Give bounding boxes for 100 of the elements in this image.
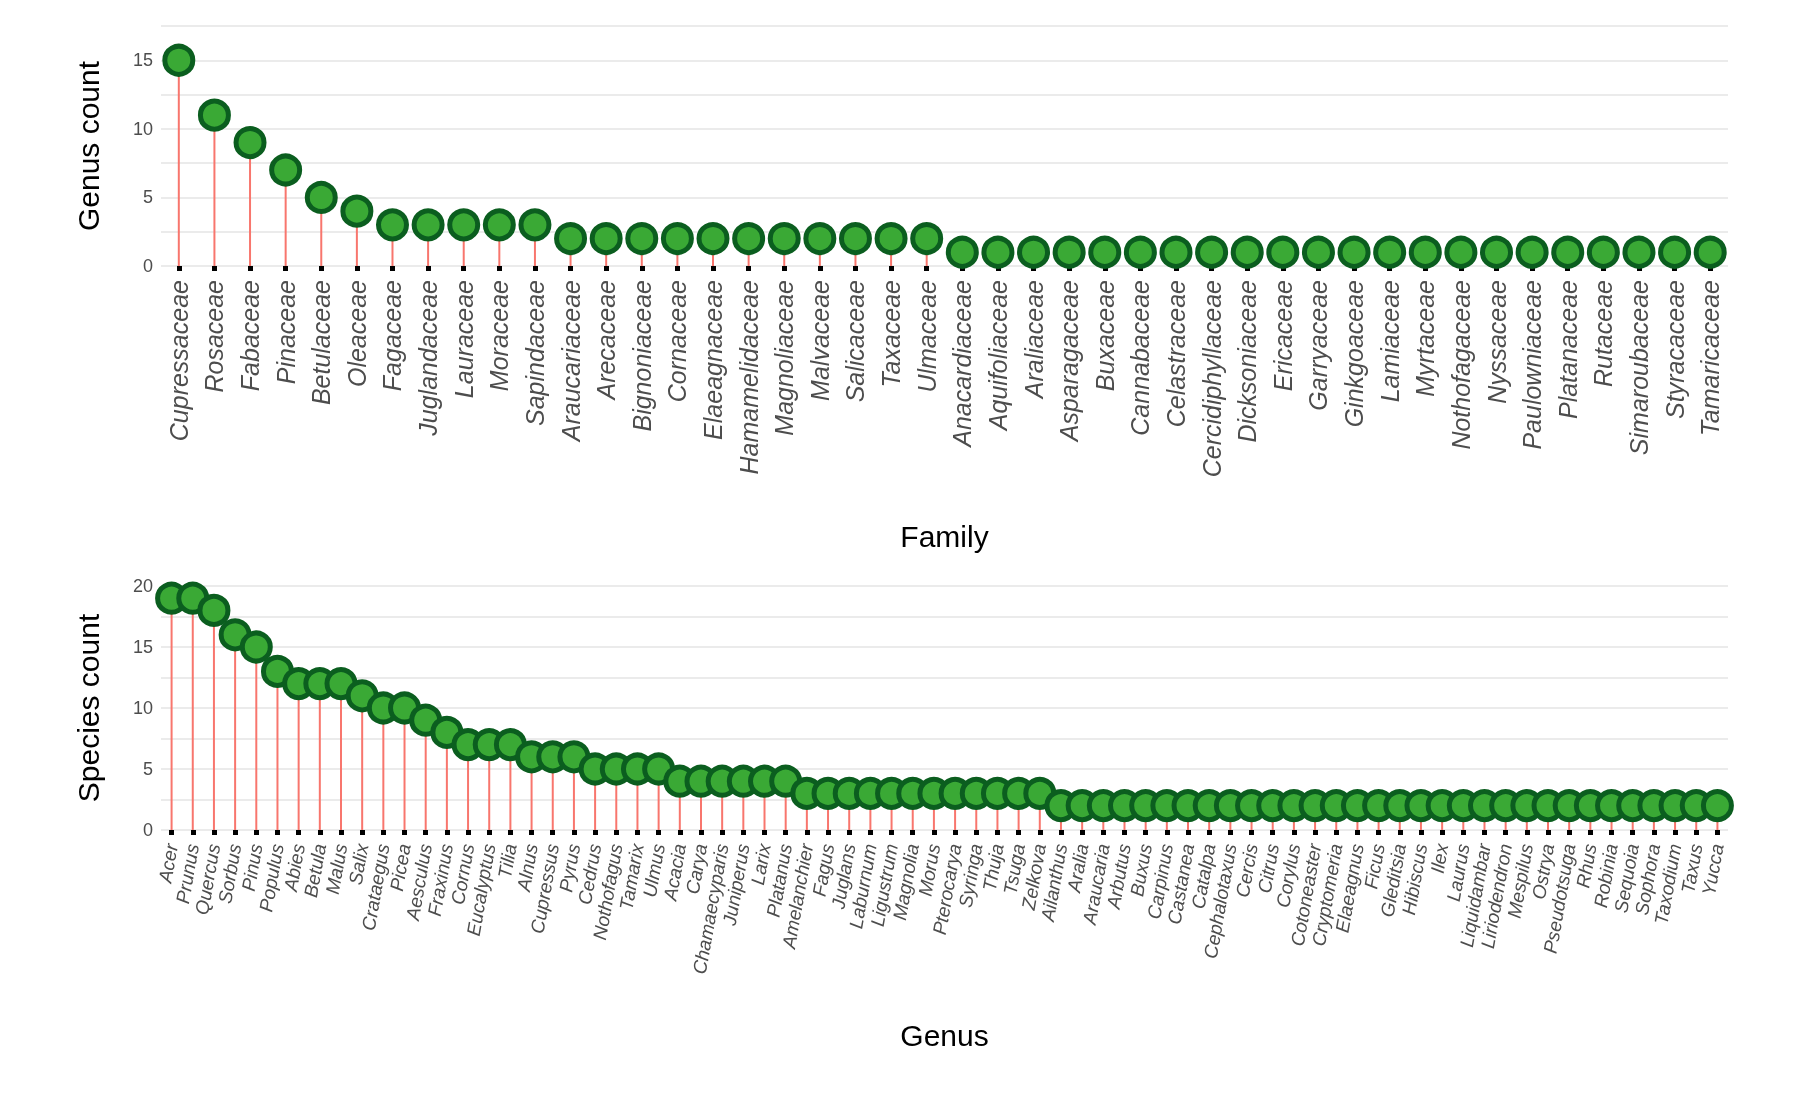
point — [1159, 235, 1193, 269]
point — [910, 222, 944, 256]
x-tick-label: Pinaceae — [271, 280, 300, 385]
y-tick-label: 15 — [132, 50, 153, 71]
point — [589, 222, 623, 256]
x-axis-title: Genus — [900, 1018, 989, 1052]
x-tick-label: Ginkgoaceae — [1340, 280, 1369, 428]
point — [1088, 235, 1122, 269]
x-tick-label: Anacardiaceae — [948, 280, 977, 449]
point — [1586, 235, 1620, 269]
point — [874, 222, 908, 256]
point — [1123, 235, 1157, 269]
point — [1337, 235, 1371, 269]
x-tick-label: Ericaceae — [1268, 280, 1297, 392]
x-tick-label: Tamaricaceae — [1696, 280, 1725, 437]
point — [945, 235, 979, 269]
x-tick-label: Rosaceae — [200, 280, 229, 393]
x-tick-label: Araliaceae — [1019, 280, 1048, 401]
point — [838, 222, 872, 256]
point — [1230, 235, 1264, 269]
point — [1408, 235, 1442, 269]
y-tick-label: 0 — [142, 256, 153, 276]
y-tick-label: 20 — [132, 576, 153, 596]
point — [1658, 235, 1692, 269]
x-tick-label: Lauraceae — [449, 280, 478, 399]
point — [1052, 235, 1086, 269]
x-tick-label: Fabaceae — [236, 280, 265, 392]
x-tick-label: Styracaceae — [1660, 280, 1689, 419]
point — [1551, 235, 1585, 269]
point — [340, 194, 374, 228]
x-tick-label: Cercidiphyllaceae — [1197, 280, 1226, 478]
point — [696, 222, 730, 256]
point — [1444, 235, 1478, 269]
y-tick-label: 0 — [142, 820, 153, 840]
y-tick-label: 15 — [132, 637, 153, 657]
x-tick-label: Garryaceae — [1304, 280, 1333, 411]
x-tick-label: Salicaceae — [841, 280, 870, 403]
x-tick-label: Cannabaceae — [1126, 280, 1155, 436]
x-tick-label: Cupressaceae — [164, 280, 193, 442]
x-tick-label: Magnoliaceae — [770, 280, 799, 436]
point — [1373, 235, 1407, 269]
x-tick-label: Asparagaceae — [1055, 280, 1084, 444]
y-axis-title: Species count — [71, 613, 105, 803]
x-tick-label: Acer — [154, 841, 183, 886]
point — [518, 208, 552, 242]
point — [1515, 235, 1549, 269]
point — [803, 222, 837, 256]
x-tick-label: Rutaceae — [1589, 280, 1618, 388]
point — [1480, 235, 1514, 269]
x-tick-label: Taxaceae — [877, 280, 906, 388]
x-tick-label: Oleaceae — [342, 280, 371, 388]
point — [981, 235, 1015, 269]
x-axis-title: Family — [900, 519, 989, 553]
point — [376, 208, 409, 242]
x-tick-label: Dicksoniaceae — [1233, 280, 1262, 443]
point — [233, 126, 267, 160]
y-tick-label: 5 — [142, 759, 153, 779]
x-tick-label: Araucariaceae — [556, 280, 585, 444]
point — [1195, 235, 1229, 269]
x-tick-label: Fagaceae — [378, 280, 407, 392]
point — [625, 222, 659, 256]
x-tick-label: Lamiaceae — [1375, 280, 1404, 403]
x-tick-label: Nothofagaceae — [1446, 280, 1475, 450]
point — [1017, 235, 1051, 269]
x-tick-label: Juglandaceae — [414, 280, 443, 437]
x-tick-label: Buxaceae — [1090, 280, 1119, 392]
x-tick-label: Nyssaceae — [1482, 280, 1511, 404]
point — [197, 98, 231, 132]
point — [1622, 235, 1656, 269]
x-tick-label: Simaroubaceae — [1624, 280, 1653, 456]
point — [732, 222, 766, 256]
x-tick-label: Elaeagnaceae — [699, 280, 728, 440]
point — [1693, 235, 1727, 269]
point — [482, 208, 516, 242]
point — [554, 222, 588, 256]
x-tick-label: Aquifoliaceae — [983, 280, 1012, 433]
x-tick-label: Arecaceae — [592, 280, 621, 402]
x-tick-label: Cornaceae — [663, 280, 692, 403]
x-tick-label: Myrtaceae — [1411, 280, 1440, 397]
x-tick-label: Ilex — [1426, 840, 1453, 875]
x-tick-label: Platanaceae — [1553, 280, 1582, 420]
x-tick-label: Malvaceae — [805, 280, 834, 401]
point — [411, 208, 445, 242]
point — [269, 153, 303, 187]
point — [304, 180, 338, 214]
point — [1301, 235, 1335, 269]
point — [767, 222, 801, 256]
y-tick-label: 10 — [132, 698, 153, 718]
x-tick-label: Paulowniaceae — [1518, 280, 1547, 450]
x-tick-label: Betulaceae — [307, 280, 336, 406]
point — [162, 43, 196, 77]
point — [1266, 235, 1300, 269]
x-tick-label: Sapindaceae — [520, 280, 549, 426]
y-tick-label: 10 — [132, 118, 153, 139]
y-axis-title: Genus count — [71, 60, 105, 232]
x-tick-label: Moraceae — [485, 280, 514, 392]
point — [447, 208, 481, 242]
point — [660, 222, 694, 256]
x-tick-label: Celastraceae — [1161, 280, 1190, 428]
x-tick-label: Bignoniaceae — [627, 280, 656, 432]
